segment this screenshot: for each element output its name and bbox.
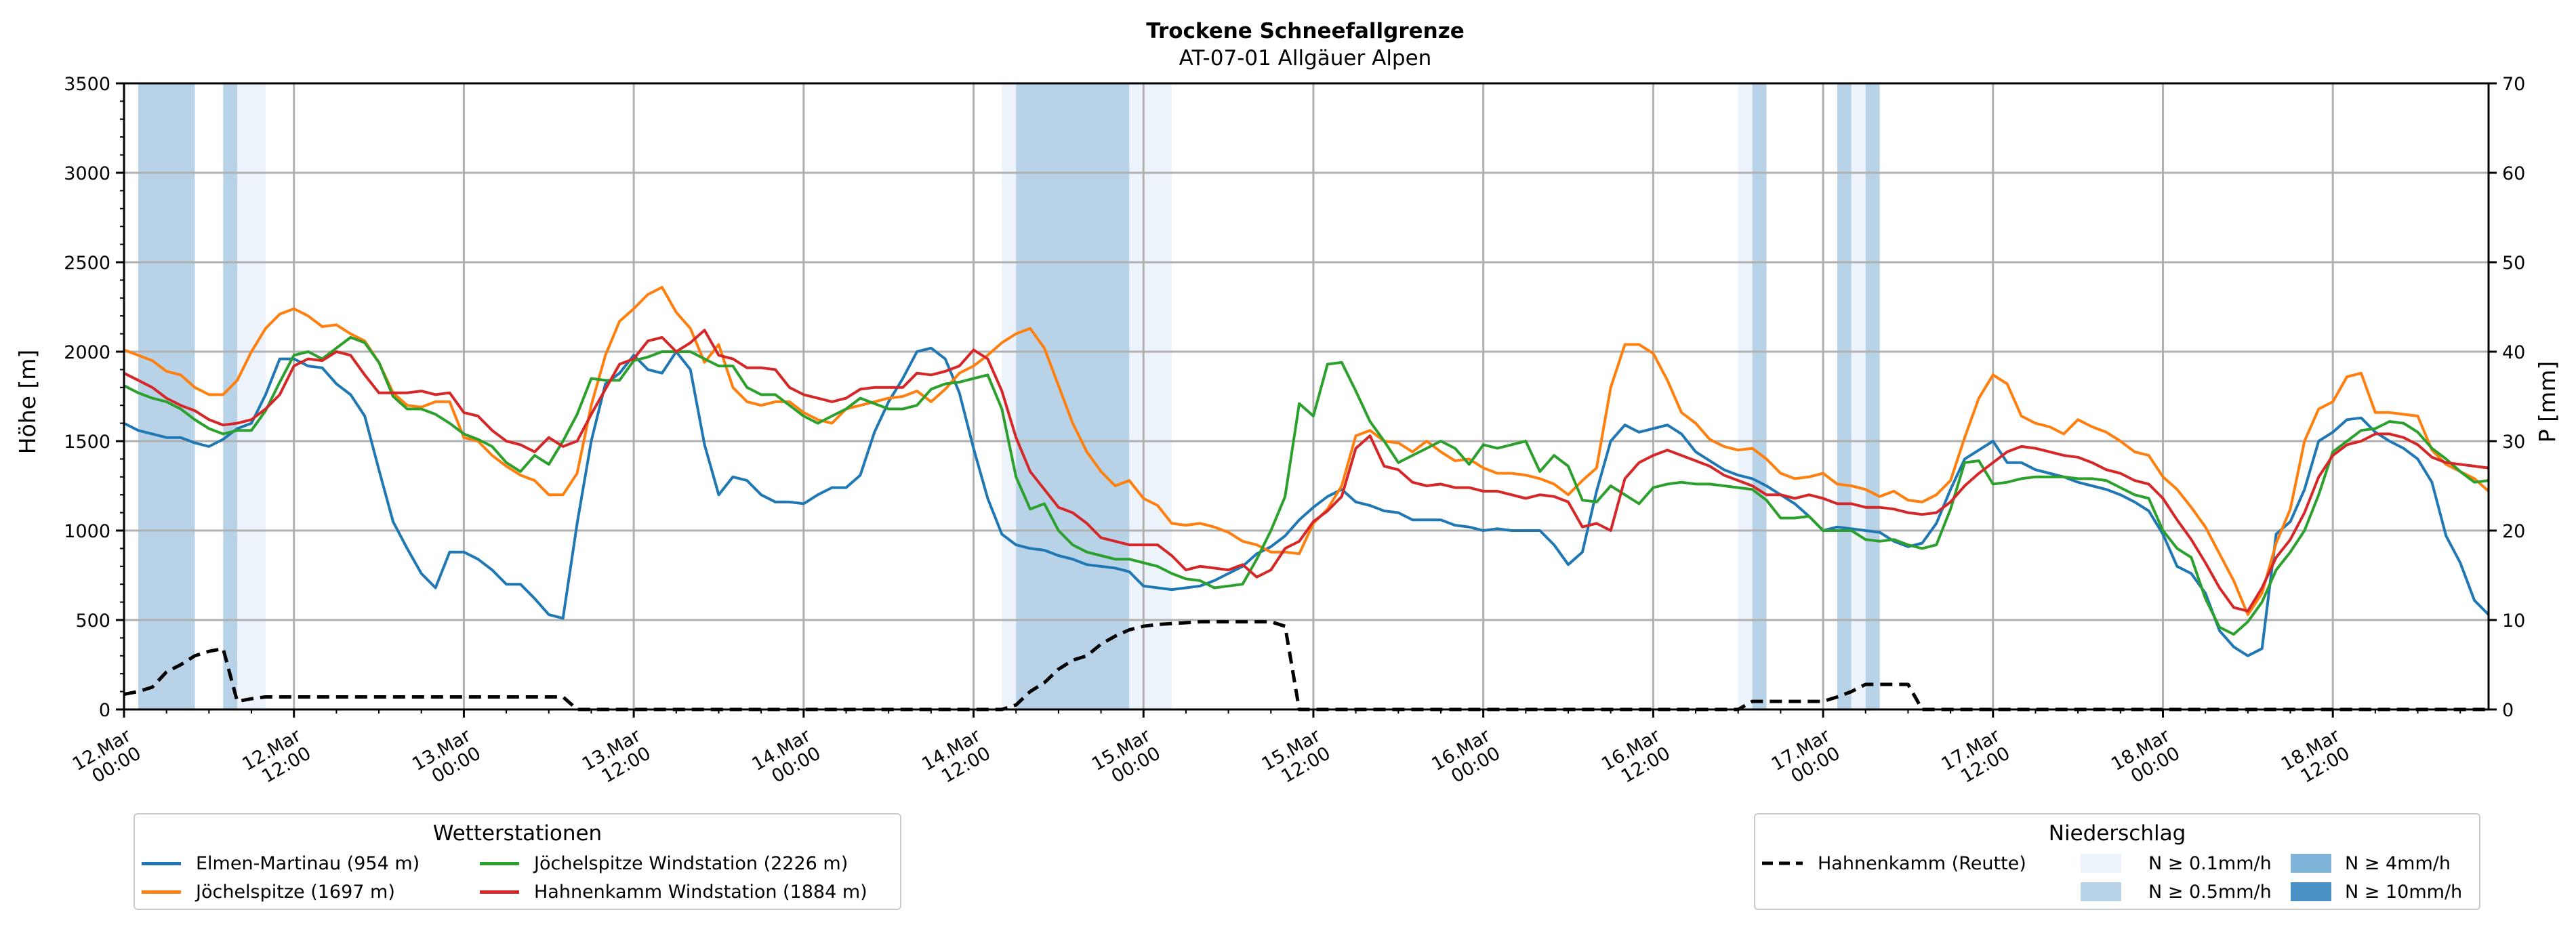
- y-tick-label-right-1: 10: [2502, 611, 2525, 632]
- precip-band-9: [1851, 83, 1866, 709]
- y-tick-label-right-2: 20: [2502, 521, 2525, 542]
- legend-precip: Niederschlag Hahnenkamm (Reutte) N ≥ 0.1…: [1754, 813, 2480, 910]
- legend-label-elmen: Elmen-Martinau (954 m): [196, 852, 420, 874]
- x-tick-label-5: 14.Mar12:00: [918, 725, 995, 793]
- x-tick-label-8: 16.Mar00:00: [1428, 725, 1505, 793]
- grid-lines: [124, 83, 2489, 709]
- series-line-2: [123, 335, 2489, 636]
- legend-label-joechelspitze-wind: Jöchelspitze Windstation (2226 m): [534, 852, 849, 874]
- legend-entry-n10: N ≥ 10mm/h: [2291, 880, 2462, 904]
- y-tick-label-left-7: 3500: [64, 74, 110, 95]
- series-line-4: [123, 620, 2489, 711]
- legend-swatch-reutte: [1762, 861, 1803, 865]
- precip-band-10: [1865, 83, 1880, 709]
- precip-band-3: [1002, 83, 1017, 709]
- legend-label-joechelspitze: Jöchelspitze (1697 m): [196, 881, 395, 903]
- legend-swatch-elmen: [142, 861, 181, 865]
- legend-label-n01: N ≥ 0.1mm/h: [2148, 852, 2272, 874]
- legend-swatch-n10: [2291, 882, 2331, 901]
- series-lines: [123, 286, 2490, 711]
- legend-entry-joechelspitze: Jöchelspitze (1697 m): [142, 880, 395, 904]
- precip-bands: [138, 83, 1880, 709]
- legend-label-hahnenkamm-wind: Hahnenkamm Windstation (1884 m): [534, 881, 867, 903]
- y-tick-label-left-3: 1500: [64, 432, 110, 453]
- y-tick-label-left-6: 3000: [64, 163, 110, 184]
- y-tick-label-right-7: 70: [2502, 74, 2525, 95]
- legend-precip-title: Niederschlag: [2048, 821, 2186, 846]
- legend-swatch-hahnenkamm-wind: [480, 890, 519, 894]
- plot-frame: [123, 82, 2490, 711]
- y-tick-label-right-4: 40: [2502, 342, 2525, 363]
- legend-entry-n4: N ≥ 4mm/h: [2291, 851, 2451, 875]
- x-tick-label-12: 18.Mar00:00: [2108, 725, 2184, 793]
- x-tick-label-13: 18.Mar12:00: [2278, 725, 2354, 793]
- legend-swatch-joechelspitze: [142, 890, 181, 894]
- legend-label-reutte: Hahnenkamm (Reutte): [1818, 852, 2026, 874]
- y-tick-label-left-1: 500: [75, 611, 110, 632]
- legend-stations-title: Wetterstationen: [432, 821, 602, 846]
- legend-stations: Wetterstationen Elmen-Martinau (954 m) J…: [134, 813, 901, 910]
- y-axis-label-right: P [mm]: [2534, 361, 2560, 442]
- legend-swatch-n4: [2291, 854, 2331, 873]
- precip-band-1: [223, 83, 238, 709]
- y-tick-label-left-0: 0: [99, 700, 110, 721]
- x-tick-label-7: 15.Mar12:00: [1259, 725, 1335, 793]
- x-tick-label-4: 14.Mar00:00: [749, 725, 825, 793]
- y-axis-label-left: Höhe [m]: [14, 350, 41, 455]
- legend-entry-joechelspitze-wind: Jöchelspitze Windstation (2226 m): [480, 851, 848, 875]
- chart-title: Trockene Schneefallgrenze: [1146, 19, 1465, 43]
- y-tick-label-right-0: 0: [2502, 700, 2514, 721]
- precip-band-2: [237, 83, 266, 709]
- legend-entry-reutte: Hahnenkamm (Reutte): [1762, 851, 2026, 875]
- series-line-3: [123, 329, 2489, 613]
- x-tick-label-1: 12.Mar12:00: [239, 725, 315, 793]
- series-line-0: [123, 346, 2490, 657]
- x-tick-label-9: 16.Mar12:00: [1598, 725, 1675, 793]
- legend-label-n05: N ≥ 0.5mm/h: [2148, 881, 2272, 903]
- legend-entry-n01: N ≥ 0.1mm/h: [2081, 851, 2272, 875]
- precip-band-6: [1738, 83, 1753, 709]
- precip-band-4: [1016, 83, 1130, 709]
- y-tick-label-left-4: 2000: [64, 342, 110, 363]
- y-tick-label-left-2: 1000: [64, 521, 110, 542]
- precip-band-7: [1752, 83, 1767, 709]
- x-tick-label-6: 15.Mar00:00: [1088, 725, 1165, 793]
- legend-swatch-n01: [2081, 854, 2121, 873]
- x-tick-label-11: 17.Mar12:00: [1938, 725, 2014, 793]
- series-line-1: [123, 286, 2490, 617]
- legend-swatch-joechelspitze-wind: [480, 861, 519, 865]
- x-tick-label-0: 12.Mar00:00: [69, 725, 146, 793]
- x-tick-label-3: 13.Mar12:00: [579, 725, 655, 793]
- y-tick-label-right-5: 50: [2502, 253, 2525, 274]
- legend-label-n10: N ≥ 10mm/h: [2345, 881, 2463, 903]
- legend-label-n4: N ≥ 4mm/h: [2345, 852, 2451, 874]
- legend-swatch-n05: [2081, 882, 2121, 901]
- precip-band-5: [1129, 83, 1172, 709]
- y-tick-label-right-6: 60: [2502, 163, 2525, 184]
- precip-band-8: [1837, 83, 1852, 709]
- y-tick-label-right-3: 30: [2502, 432, 2525, 453]
- chart-subtitle: AT-07-01 Allgäuer Alpen: [1179, 46, 1432, 70]
- legend-entry-elmen: Elmen-Martinau (954 m): [142, 851, 420, 875]
- y-tick-label-left-5: 2500: [64, 253, 110, 274]
- x-tick-label-2: 13.Mar00:00: [409, 725, 485, 793]
- x-tick-label-10: 17.Mar00:00: [1768, 725, 1845, 793]
- legend-entry-hahnenkamm-wind: Hahnenkamm Windstation (1884 m): [480, 880, 867, 904]
- legend-entry-n05: N ≥ 0.5mm/h: [2081, 880, 2272, 904]
